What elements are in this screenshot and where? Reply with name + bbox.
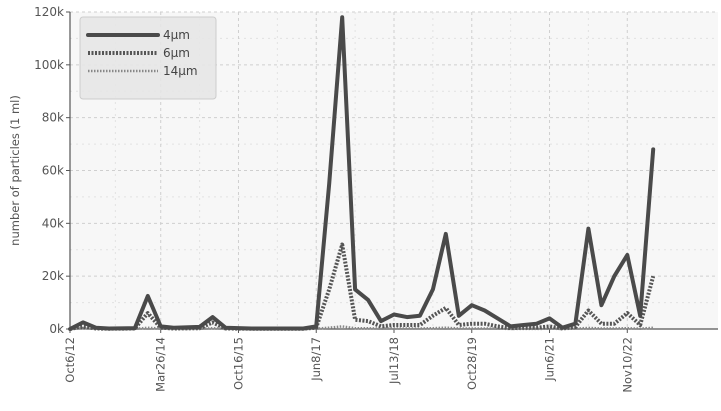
y-tick-label: 80k [42,111,64,125]
y-axis-label: number of particles (1 ml) [8,95,22,246]
legend-label: 6μm [163,46,190,60]
y-tick-label: 100k [34,58,64,72]
y-tick-label: 20k [42,269,64,283]
x-tick-label: Jul13/18 [387,337,401,385]
legend: 4μm 6μm 14μm [79,16,217,100]
legend-box [79,16,217,100]
y-tick-label: 0k [49,322,64,336]
series-lines [68,15,656,331]
x-tick-label: Mar26/14 [154,337,168,392]
x-tick-label: Oct6/12 [63,337,77,383]
x-axis-ticks: Oct6/12 Mar26/14 Oct16/15 Jun8/17 Jul13/18 Oc… [63,329,634,393]
y-axis-ticks: 0k 20k 40k 60k 80k 100k 120k [34,5,70,336]
y-tick-label: 40k [42,216,64,230]
y-tick-label: 60k [42,164,64,178]
x-tick-label: Jun8/17 [309,337,323,382]
x-tick-label: Oct16/15 [231,337,245,390]
x-tick-label: Nov10/22 [620,337,634,393]
series-line [68,15,656,331]
y-tick-label: 120k [34,5,64,19]
x-tick-label: Oct28/19 [465,337,479,390]
legend-label: 4μm [163,28,190,42]
legend-label: 14μm [163,64,198,78]
x-tick-label: Jun6/21 [543,337,557,382]
